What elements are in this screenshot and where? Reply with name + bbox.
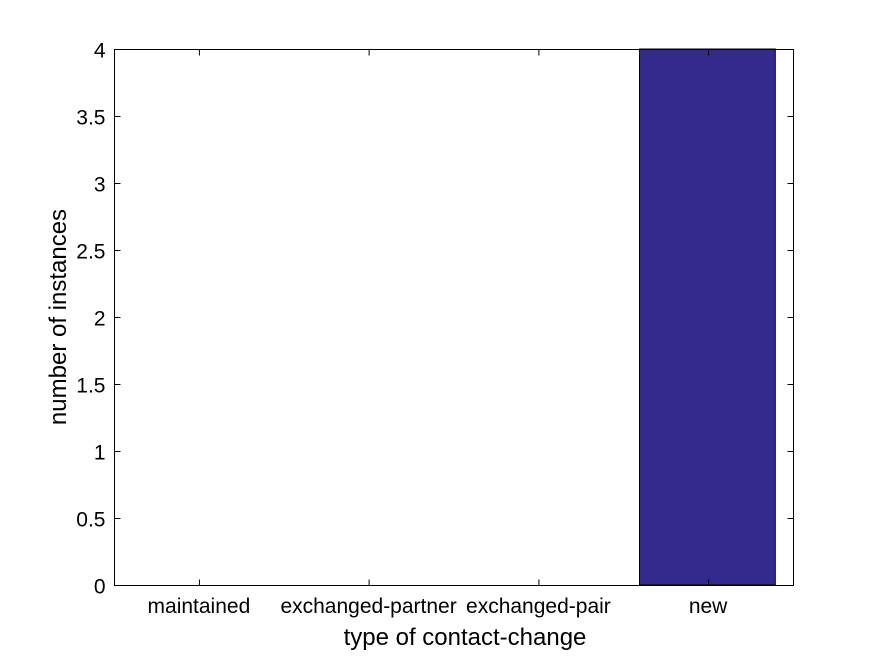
- svg-text:exchanged-partner: exchanged-partner: [280, 595, 456, 618]
- svg-text:1.5: 1.5: [76, 375, 105, 398]
- svg-text:0.5: 0.5: [76, 509, 105, 532]
- svg-text:exchanged-pair: exchanged-pair: [466, 595, 611, 618]
- svg-text:1: 1: [94, 442, 106, 465]
- svg-text:3: 3: [94, 174, 106, 197]
- svg-text:type of contact-change: type of contact-change: [344, 624, 587, 651]
- svg-text:2.5: 2.5: [76, 241, 105, 264]
- svg-text:new: new: [689, 595, 728, 618]
- svg-text:0: 0: [94, 576, 106, 599]
- svg-text:number of instances: number of instances: [45, 209, 72, 425]
- svg-text:4: 4: [94, 40, 106, 63]
- svg-text:2: 2: [94, 308, 106, 331]
- svg-text:maintained: maintained: [148, 595, 251, 618]
- svg-text:3.5: 3.5: [76, 107, 105, 130]
